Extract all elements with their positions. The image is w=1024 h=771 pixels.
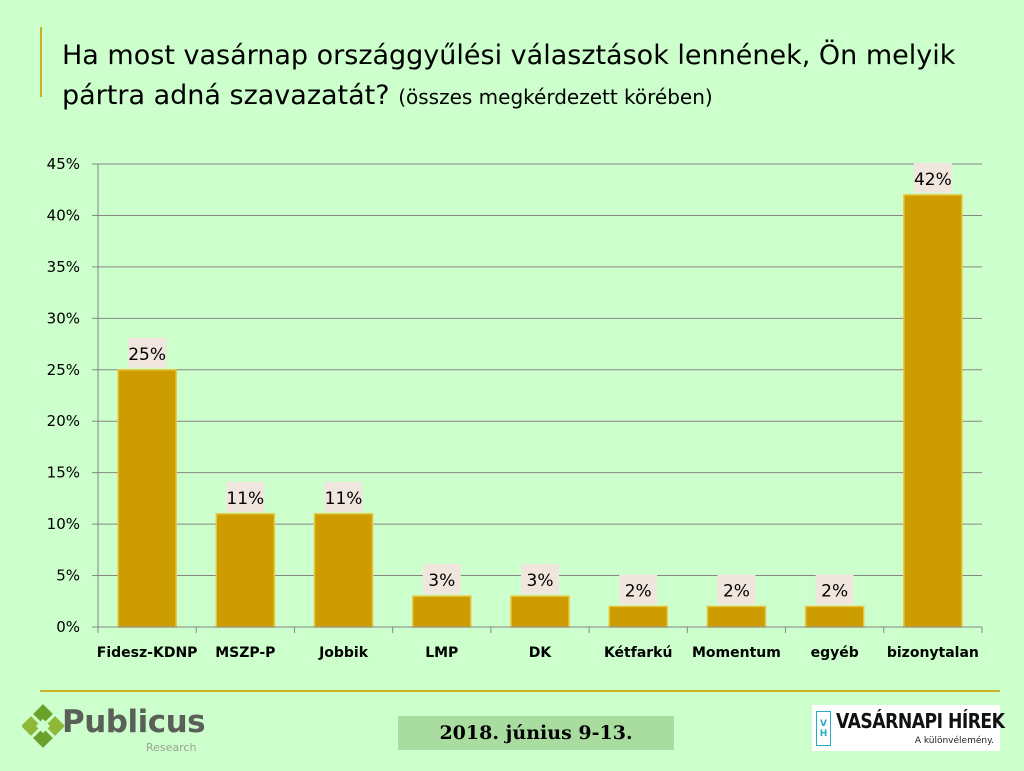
data-label-bg	[324, 481, 363, 512]
vh-mark-top: V	[820, 718, 827, 729]
y-tick-label: 10%	[47, 515, 80, 533]
y-tick-label: 35%	[47, 258, 80, 276]
x-tick-label: DK	[529, 645, 553, 661]
data-label-bg	[815, 574, 854, 605]
vh-mark-bottom: H	[819, 728, 828, 739]
title-subtitle: (összes megkérdezett körében)	[398, 85, 713, 109]
data-label: 2%	[821, 581, 848, 601]
data-label-bg	[521, 564, 559, 595]
data-label: 3%	[428, 571, 455, 591]
publicus-sub: Research	[146, 741, 197, 754]
bar	[903, 194, 963, 628]
data-label-bg	[226, 481, 265, 512]
y-tick-label: 40%	[47, 206, 80, 224]
y-tick-label: 15%	[47, 464, 80, 482]
publicus-logo	[22, 704, 65, 748]
y-tick-label: 30%	[47, 309, 80, 327]
bar	[608, 605, 668, 628]
y-tick-label: 20%	[47, 412, 80, 430]
vh-mark-icon: V H	[816, 711, 831, 746]
x-tick-label: Momentum	[692, 645, 781, 661]
data-label-bg	[422, 564, 461, 595]
title-main: Ha most vasárnap országgyűlési választás…	[62, 40, 956, 111]
x-tick-label: Kétfarkú	[604, 645, 673, 661]
bar-chart: 0% 5% 10% 15% 20% 25% 30% 35% 40% 45% 25% 11% 11% 3%…	[47, 155, 983, 661]
bar	[510, 595, 570, 628]
footer-divider	[40, 690, 1000, 692]
bar	[117, 369, 177, 628]
vasarnapi-hirek-tagline: A különvélemény.	[914, 736, 994, 746]
chart-title: Ha most vasárnap országgyűlési választás…	[62, 36, 1002, 117]
y-tick-label: 0%	[56, 618, 80, 636]
bar	[313, 513, 374, 628]
bar	[215, 513, 276, 628]
survey-date: 2018. június 9-13.	[398, 716, 674, 750]
vasarnapi-hirek-logo: V H VASÁRNAPI HÍREK A különvélemény.	[812, 705, 1005, 751]
data-label: 25%	[128, 345, 166, 365]
y-tick-label: 25%	[47, 361, 80, 379]
x-tick-label: Fidesz-KDNP	[97, 645, 198, 661]
title-accent-line	[40, 27, 42, 97]
bars: 25% 11% 11% 3% 3% 2% 2% 2% 42%	[117, 162, 963, 628]
x-tick-label: LMP	[425, 645, 458, 661]
y-axis-ticks: 0% 5% 10% 15% 20% 25% 30% 35% 40% 45%	[47, 155, 98, 636]
vasarnapi-hirek-name: VASÁRNAPI HÍREK	[836, 709, 1005, 733]
data-label-bg	[717, 574, 756, 605]
data-label: 11%	[226, 489, 264, 509]
data-label: 2%	[625, 581, 652, 601]
publicus-name: Publicus	[62, 704, 206, 740]
y-tick-label: 5%	[56, 567, 80, 585]
y-tick-label: 45%	[47, 155, 80, 173]
publicus-diamond-icon	[22, 704, 65, 748]
data-label: 3%	[527, 571, 554, 591]
x-axis-labels: Fidesz-KDNP MSZP-P Jobbik LMP DK Kétfarkú Mome…	[97, 627, 983, 661]
data-label: 11%	[325, 489, 363, 509]
x-tick-label: MSZP-P	[215, 645, 275, 661]
x-tick-label: bizonytalan	[887, 645, 979, 661]
bar	[412, 595, 472, 628]
x-tick-label: egyéb	[811, 645, 859, 661]
data-label-bg	[128, 337, 167, 368]
survey-date-text: 2018. június 9-13.	[439, 722, 633, 744]
bar	[804, 605, 865, 628]
data-label-bg	[619, 574, 658, 605]
x-tick-label: Jobbik	[318, 645, 369, 661]
bar	[706, 605, 767, 628]
data-label-bg	[913, 162, 952, 193]
data-label: 2%	[723, 581, 750, 601]
data-label: 42%	[914, 170, 952, 190]
